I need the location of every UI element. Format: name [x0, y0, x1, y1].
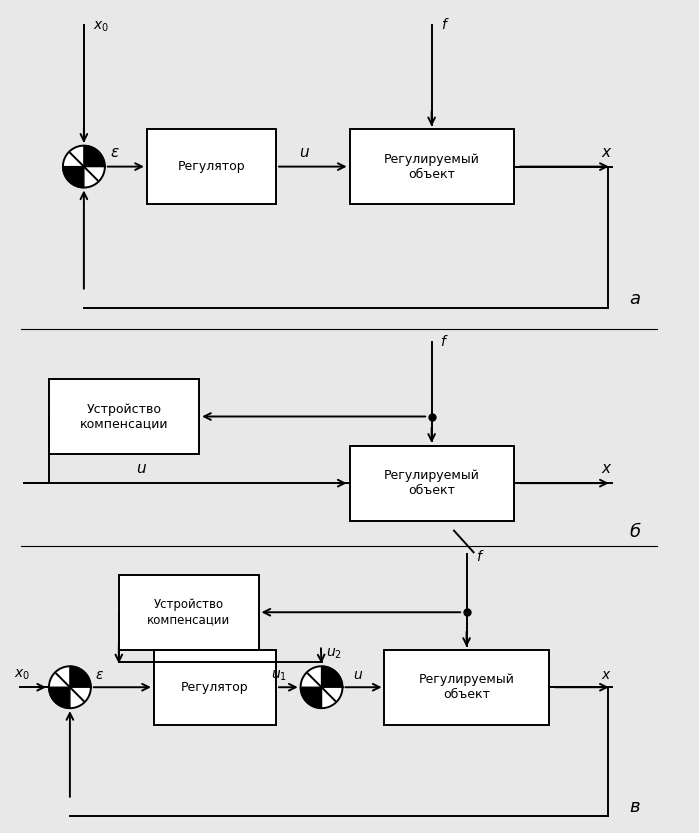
- Polygon shape: [84, 146, 105, 167]
- Bar: [350, 446, 514, 521]
- Text: $x$: $x$: [601, 145, 613, 160]
- Text: Регулируемый
объект: Регулируемый объект: [419, 673, 514, 701]
- Text: Устройство
компенсации: Устройство компенсации: [80, 402, 168, 431]
- Polygon shape: [301, 687, 322, 708]
- Text: $u$: $u$: [353, 668, 363, 682]
- Bar: [49, 379, 199, 454]
- Polygon shape: [49, 687, 70, 708]
- Text: Регулируемый
объект: Регулируемый объект: [384, 152, 480, 181]
- Text: $u$: $u$: [136, 461, 147, 476]
- Text: $f$: $f$: [440, 334, 449, 349]
- Text: $u_1$: $u_1$: [271, 669, 287, 683]
- Polygon shape: [301, 666, 343, 708]
- Bar: [350, 129, 514, 204]
- Text: б: б: [629, 523, 640, 541]
- Text: $f$: $f$: [440, 17, 449, 32]
- Polygon shape: [63, 146, 105, 187]
- Text: в: в: [629, 798, 640, 816]
- Polygon shape: [63, 167, 84, 187]
- Text: $x$: $x$: [601, 668, 612, 682]
- Text: $u$: $u$: [299, 145, 310, 160]
- Polygon shape: [70, 666, 91, 687]
- Text: Регулятор: Регулятор: [181, 681, 249, 694]
- Bar: [384, 650, 549, 725]
- Text: Регулятор: Регулятор: [178, 160, 245, 173]
- Text: Регулируемый
объект: Регулируемый объект: [384, 469, 480, 497]
- Bar: [154, 650, 276, 725]
- Text: Устройство
компенсации: Устройство компенсации: [147, 598, 231, 626]
- Bar: [119, 575, 259, 650]
- Text: $\varepsilon$: $\varepsilon$: [110, 145, 120, 160]
- Polygon shape: [49, 666, 91, 708]
- Text: а: а: [629, 290, 640, 308]
- Bar: [147, 129, 276, 204]
- Text: $x$: $x$: [601, 461, 613, 476]
- Text: $x_0$: $x_0$: [14, 667, 30, 681]
- Text: $x_0$: $x_0$: [93, 19, 109, 33]
- Text: $f$: $f$: [475, 549, 484, 564]
- Text: $\varepsilon$: $\varepsilon$: [95, 668, 104, 682]
- Polygon shape: [322, 666, 343, 687]
- Text: $u_2$: $u_2$: [326, 646, 343, 661]
